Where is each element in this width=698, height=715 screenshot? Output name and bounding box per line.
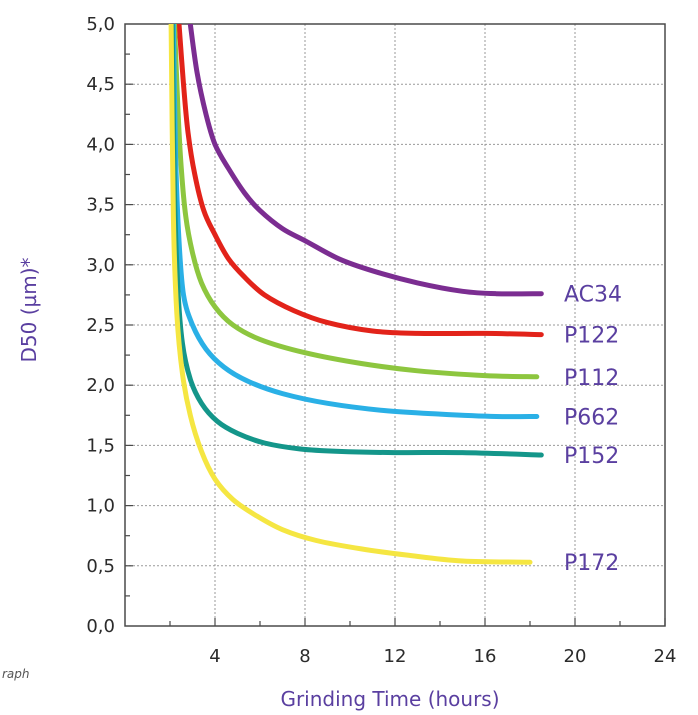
y-tick-label: 1,0	[86, 496, 115, 517]
series-label-p152: P152	[564, 444, 619, 469]
series-line-ac34	[187, 24, 544, 297]
series-label-p112: P112	[564, 366, 619, 391]
y-tick-label: 1,5	[86, 435, 115, 456]
series-line-p152	[169, 24, 544, 458]
y-tick-label: 0,5	[86, 556, 115, 577]
x-tick-label: 8	[299, 646, 310, 667]
series-line-p112	[172, 24, 540, 380]
series-label-p662: P662	[564, 406, 619, 431]
series-line-p172	[168, 24, 533, 565]
y-axis-title: D50 (µm)*	[17, 257, 41, 362]
footnote: raph	[2, 667, 30, 681]
x-axis-title: Grinding Time (hours)	[280, 687, 499, 711]
y-tick-label: 2,5	[86, 315, 115, 336]
y-tick-label: 0,0	[86, 616, 115, 637]
series-line-p122	[176, 24, 544, 338]
series-lines	[168, 24, 544, 565]
series-line-p662	[170, 24, 540, 420]
y-tick-label: 3,5	[86, 195, 115, 216]
series-label-p122: P122	[564, 324, 619, 349]
x-tick-label: 16	[474, 646, 497, 667]
y-tick-label: 5,0	[86, 14, 115, 35]
x-tick-label: 4	[209, 646, 220, 667]
x-tick-label: 24	[654, 646, 677, 667]
series-labels: AC34 P122 P112 P662 P152 P172	[564, 283, 622, 576]
y-tick-label: 4,0	[86, 134, 115, 155]
grid	[125, 24, 665, 626]
series-label-ac34: AC34	[564, 283, 622, 308]
series-label-p172: P172	[564, 551, 619, 576]
tick-labels: 4 8 12 16 20 24 0,0 0,5 1,0 1,5 2,0 2,5 3,0 3,5 4,0 4,5…	[86, 14, 676, 667]
y-tick-label: 3,0	[86, 255, 115, 276]
x-tick-label: 12	[384, 646, 407, 667]
x-tick-label: 20	[564, 646, 587, 667]
y-tick-label: 2,0	[86, 375, 115, 396]
tick-marks	[125, 53, 666, 626]
y-tick-label: 4,5	[86, 74, 115, 95]
